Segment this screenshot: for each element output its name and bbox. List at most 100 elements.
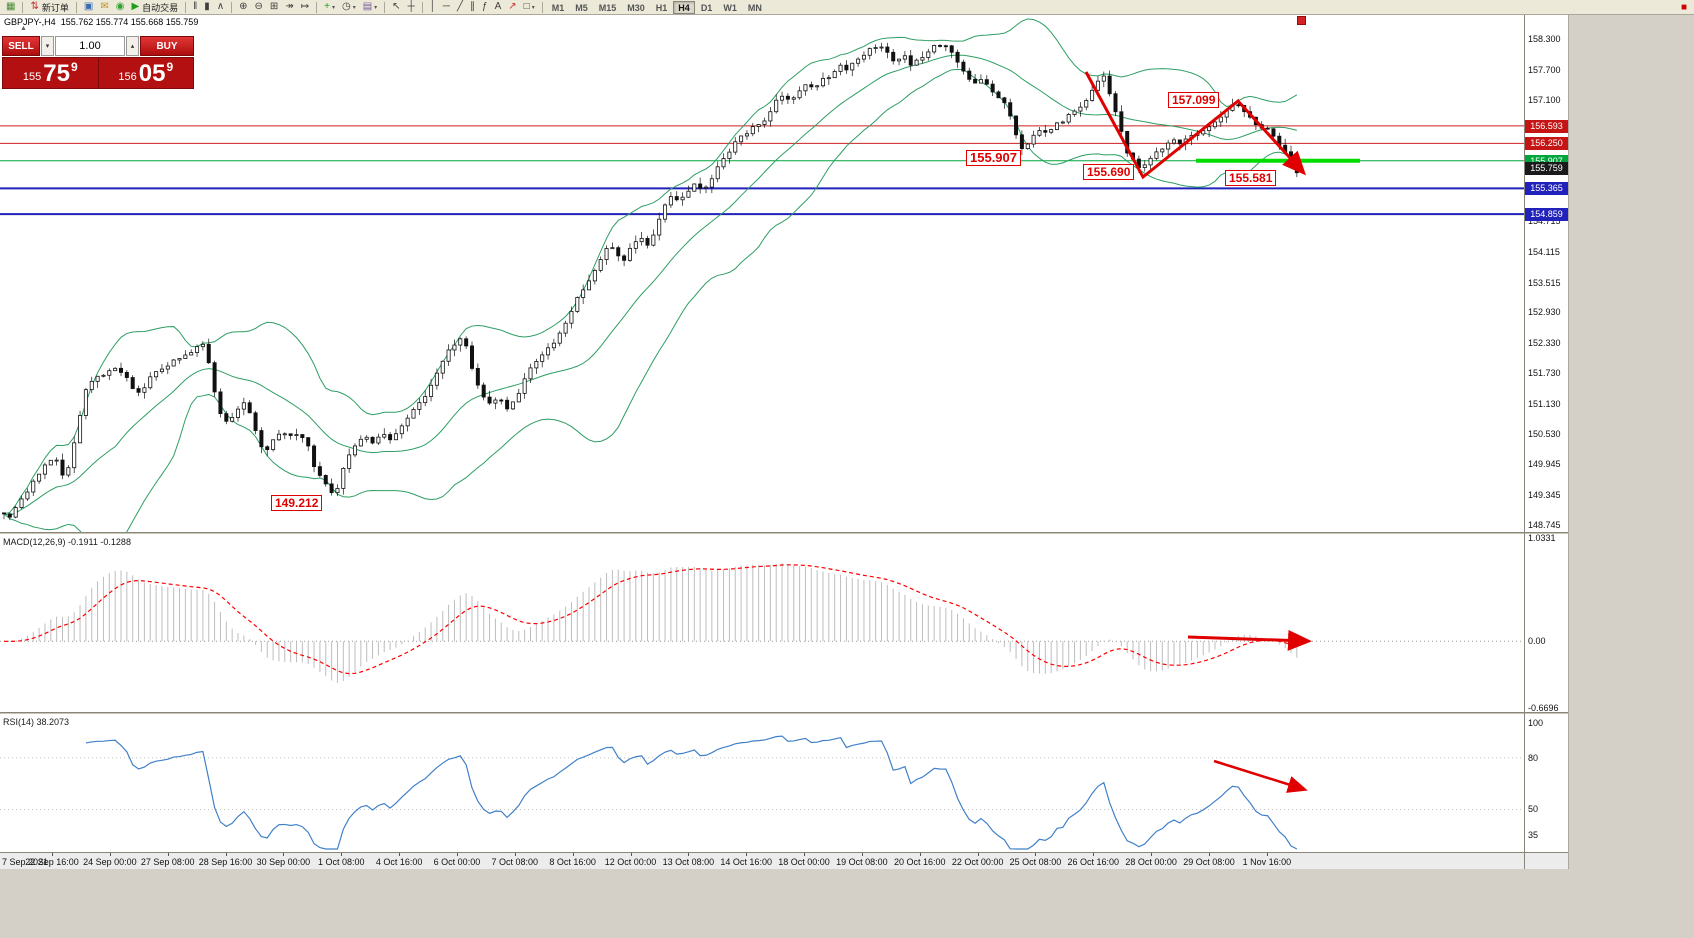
dock-close-icon[interactable]: ■ — [1680, 1, 1687, 13]
sell-button[interactable]: SELL — [2, 36, 40, 56]
candle — [780, 91, 785, 105]
candle — [458, 337, 463, 352]
timeframe-M30[interactable]: M30 — [627, 2, 645, 13]
timeframe-M1[interactable]: M1 — [551, 2, 565, 13]
volume-down-button[interactable]: ▾ — [41, 36, 54, 56]
timeframe-H4[interactable]: H4 — [673, 0, 695, 14]
tile-windows-icon: ⊞ — [269, 1, 279, 12]
sell-price-pipette: 9 — [70, 60, 78, 74]
price-annotation[interactable]: 155.907 — [966, 150, 1021, 166]
candle — [393, 428, 398, 441]
horizontal-line-icon-button[interactable]: ─ — [440, 1, 453, 14]
chart-flag-icon[interactable] — [1297, 16, 1306, 25]
candle — [1207, 124, 1212, 137]
mailbox-icon-button[interactable]: ✉ — [97, 1, 111, 14]
onetrade-collapse-icon[interactable]: ▲ — [20, 25, 27, 32]
trendline-icon-button[interactable]: ╱ — [454, 1, 466, 14]
time-axis[interactable]: 7 Sep 2021 22 Sep 16:00 24 Sep 00:00 27 Sep… — [0, 852, 1568, 869]
buy-button[interactable]: BUY — [140, 36, 194, 56]
periods-dropdown-icon[interactable]: ▾ — [352, 4, 356, 11]
time-axis-tick — [456, 853, 458, 856]
zoom-out-icon: ⊖ — [254, 1, 263, 12]
rsi-splitter[interactable] — [0, 712, 1568, 714]
trend-arrow[interactable] — [1084, 71, 1307, 180]
crosshair-icon-button[interactable]: ┼ — [405, 1, 418, 14]
timeframe-W1[interactable]: W1 — [723, 2, 737, 13]
volume-input[interactable]: 1.00 — [55, 36, 125, 56]
macd-scale-label: 0.00 — [1528, 636, 1546, 647]
candle — [475, 363, 480, 389]
chart-candles-icon-button[interactable]: ▮ — [201, 1, 213, 14]
macd-arrow[interactable] — [1187, 629, 1312, 651]
chart-bars-icon: ǁ — [193, 1, 198, 12]
candle — [177, 358, 182, 364]
channel-icon-button[interactable]: ∥ — [467, 1, 478, 14]
candle — [1148, 155, 1153, 170]
price-annotation[interactable]: 155.690 — [1083, 164, 1135, 180]
timeframe-D1[interactable]: D1 — [700, 2, 713, 13]
candle — [744, 130, 749, 140]
shapes-dropdown-icon[interactable]: ▾ — [531, 4, 535, 11]
time-axis-label: 19 Oct 08:00 — [836, 857, 888, 867]
autotrade-button[interactable]: ▶ 自动交易 — [128, 1, 181, 14]
chart-line-icon-button[interactable]: ∧ — [214, 1, 227, 14]
fibonacci-icon: ƒ — [482, 1, 488, 12]
tile-windows-icon-button[interactable]: ⊞ — [267, 1, 281, 14]
price-annotation[interactable]: 157.099 — [1168, 92, 1220, 108]
candle — [1113, 91, 1118, 117]
indicators-icon: + — [324, 1, 330, 12]
candle — [657, 212, 662, 241]
candle — [1037, 127, 1042, 137]
candle — [850, 62, 855, 77]
periods-icon-button[interactable]: ◷ ▾ — [339, 1, 359, 14]
macd-name: MACD(12,26,9) — [3, 537, 66, 547]
candle — [996, 90, 1001, 99]
candle — [154, 371, 159, 381]
candle — [481, 382, 486, 401]
buy-price-display[interactable]: 156 05 9 — [99, 58, 194, 88]
price-annotation[interactable]: 155.581 — [1225, 170, 1277, 186]
text-tool-icon-button[interactable]: A — [492, 1, 505, 14]
data-window-icon-button[interactable]: ▣ — [81, 1, 96, 14]
timeframe-MN[interactable]: MN — [747, 2, 762, 13]
candle — [534, 358, 539, 374]
time-axis-tick — [109, 853, 111, 856]
time-axis-tick — [1151, 853, 1153, 856]
timeframe-M5[interactable]: M5 — [575, 2, 588, 13]
cursor-icon-button[interactable]: ↖ — [389, 1, 403, 14]
candle — [516, 388, 521, 403]
macd-splitter[interactable] — [0, 532, 1568, 534]
candle — [1172, 137, 1177, 145]
candle — [967, 67, 972, 82]
candle — [499, 398, 504, 405]
timeframe-M15[interactable]: M15 — [598, 2, 617, 13]
shapes-icon-button[interactable]: □ ▾ — [521, 1, 538, 14]
sell-price-display[interactable]: 155 75 9 — [3, 58, 98, 88]
fibonacci-icon-button[interactable]: ƒ — [479, 1, 491, 14]
new-chart-icon-button[interactable]: ▦ — [3, 1, 18, 14]
candle — [247, 400, 252, 414]
candle — [709, 174, 714, 194]
candle — [856, 57, 861, 67]
auto-scroll-icon-button[interactable]: ↠ — [282, 1, 296, 14]
price-chart[interactable] — [0, 15, 1568, 532]
candle — [815, 84, 820, 91]
timeframe-H1[interactable]: H1 — [655, 2, 668, 13]
volume-up-button[interactable]: ▴ — [126, 36, 139, 56]
templates-icon-button[interactable]: ▤ ▾ — [360, 1, 380, 14]
new-order-button[interactable]: ⇅ 新订单 — [27, 1, 71, 14]
zoom-out-icon-button[interactable]: ⊖ — [252, 1, 266, 14]
indicators-icon-button[interactable]: + ▾ — [321, 1, 338, 14]
community-icon-button[interactable]: ◉ — [113, 1, 128, 14]
vertical-line-icon-button[interactable]: │ — [427, 1, 439, 14]
arrows-tool-icon-button[interactable]: ↗ — [505, 1, 519, 14]
chart-shift-icon-button[interactable]: ↦ — [298, 1, 312, 14]
zoom-in-icon-button[interactable]: ⊕ — [236, 1, 250, 14]
price-annotation[interactable]: 149.212 — [271, 495, 323, 511]
candle — [651, 229, 656, 247]
candle — [510, 401, 515, 411]
chart-bars-icon-button[interactable]: ǁ — [190, 1, 200, 14]
templates-dropdown-icon[interactable]: ▾ — [374, 4, 378, 11]
indicators-dropdown-icon[interactable]: ▾ — [331, 4, 335, 11]
rsi-arrow[interactable] — [1213, 759, 1308, 793]
